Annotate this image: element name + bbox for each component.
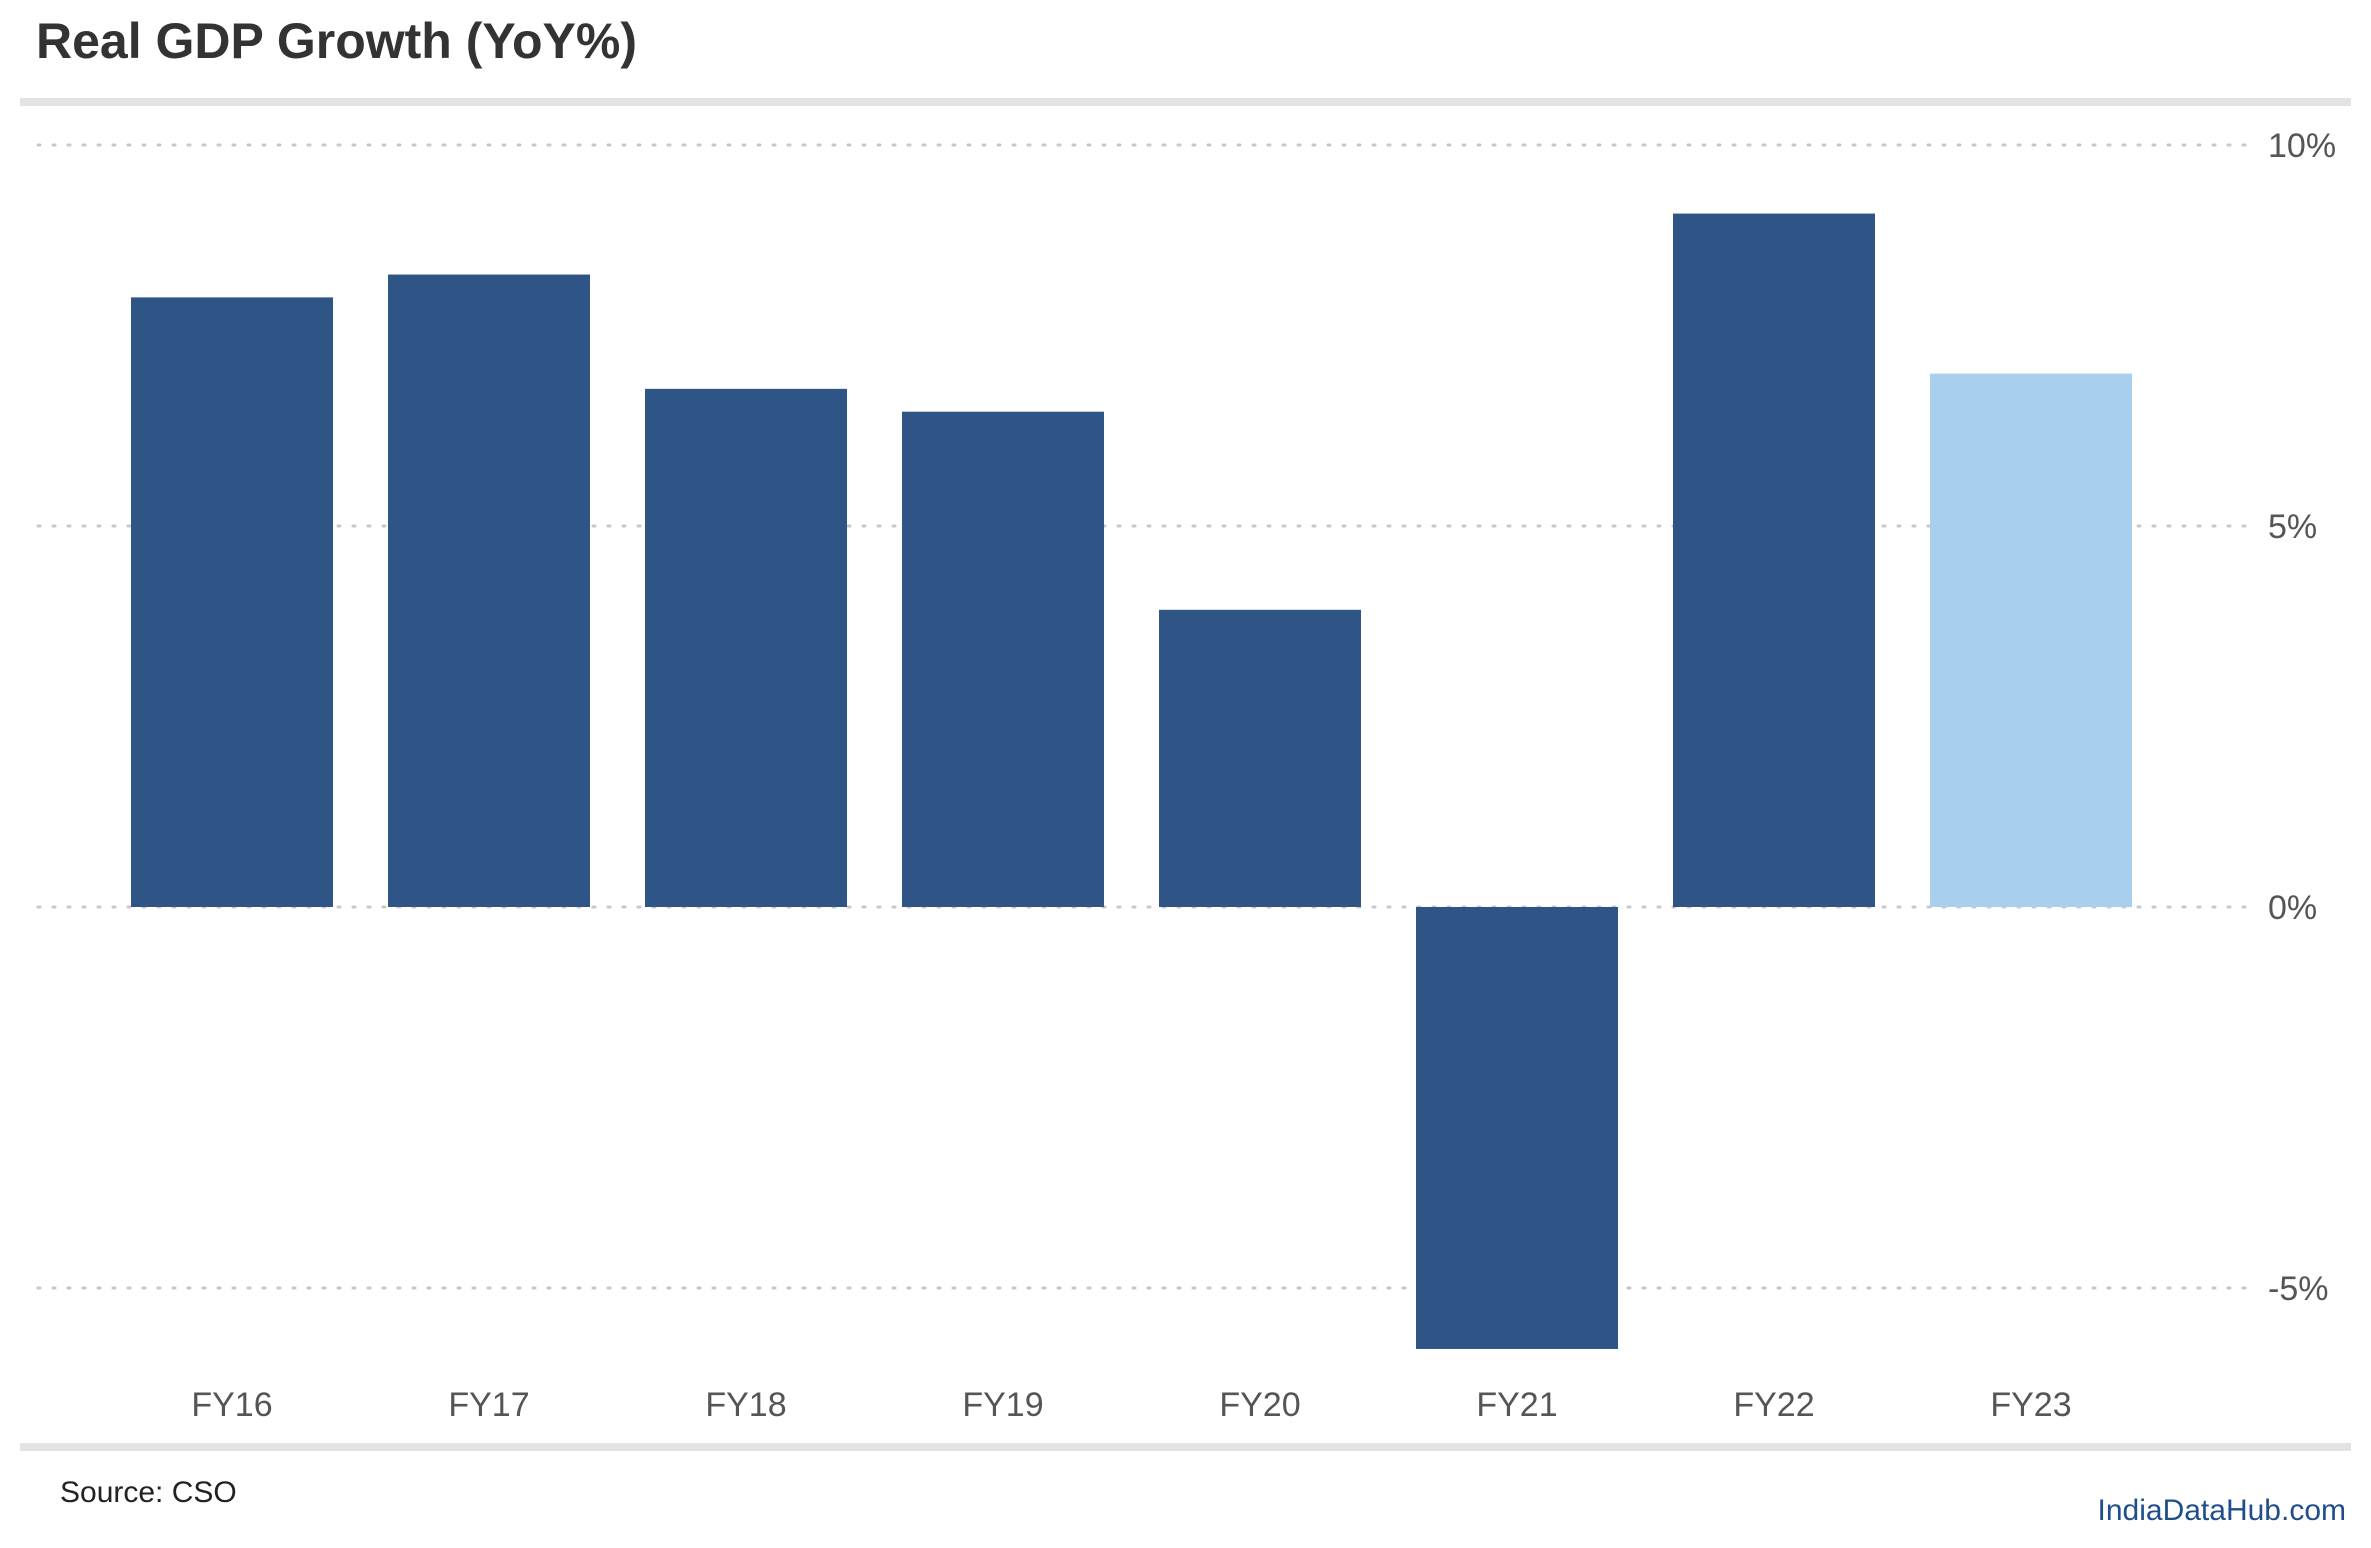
brand-label: IndiaDataHub.com bbox=[2097, 1494, 2346, 1527]
x-tick-label: FY16 bbox=[191, 1386, 272, 1424]
bar-fy19 bbox=[902, 411, 1104, 907]
x-tick-label: FY18 bbox=[705, 1386, 786, 1424]
bar-chart: 10% 5% 0% -5% FY16 FY17 FY18 FY19 FY20 FY21 FY22 FY… bbox=[36, 127, 2336, 1424]
source-note: Source: CSO bbox=[60, 1476, 237, 1509]
header-divider bbox=[20, 98, 2351, 106]
y-tick-label: 10% bbox=[2268, 127, 2336, 165]
y-tick-label: 0% bbox=[2268, 889, 2317, 927]
x-tick-label: FY21 bbox=[1476, 1386, 1557, 1424]
x-tick-label: FY19 bbox=[962, 1386, 1043, 1424]
bar-fy22 bbox=[1673, 213, 1875, 907]
x-tick-label: FY20 bbox=[1219, 1386, 1300, 1424]
bar-fy18 bbox=[645, 388, 847, 908]
x-tick-label: FY22 bbox=[1733, 1386, 1814, 1424]
y-tick-label: 5% bbox=[2268, 508, 2317, 546]
x-tick-label: FY23 bbox=[1990, 1386, 2071, 1424]
bar-fy17 bbox=[388, 274, 590, 907]
bar-fy21 bbox=[1416, 907, 1618, 1349]
bar-fy23 bbox=[1930, 373, 2132, 908]
x-tick-label: FY17 bbox=[448, 1386, 529, 1424]
bar-fy16 bbox=[131, 297, 333, 907]
y-tick-label: -5% bbox=[2268, 1270, 2328, 1308]
chart-title: Real GDP Growth (YoY%) bbox=[36, 13, 638, 69]
footer-divider bbox=[20, 1443, 2351, 1451]
bar-fy20 bbox=[1159, 609, 1361, 907]
